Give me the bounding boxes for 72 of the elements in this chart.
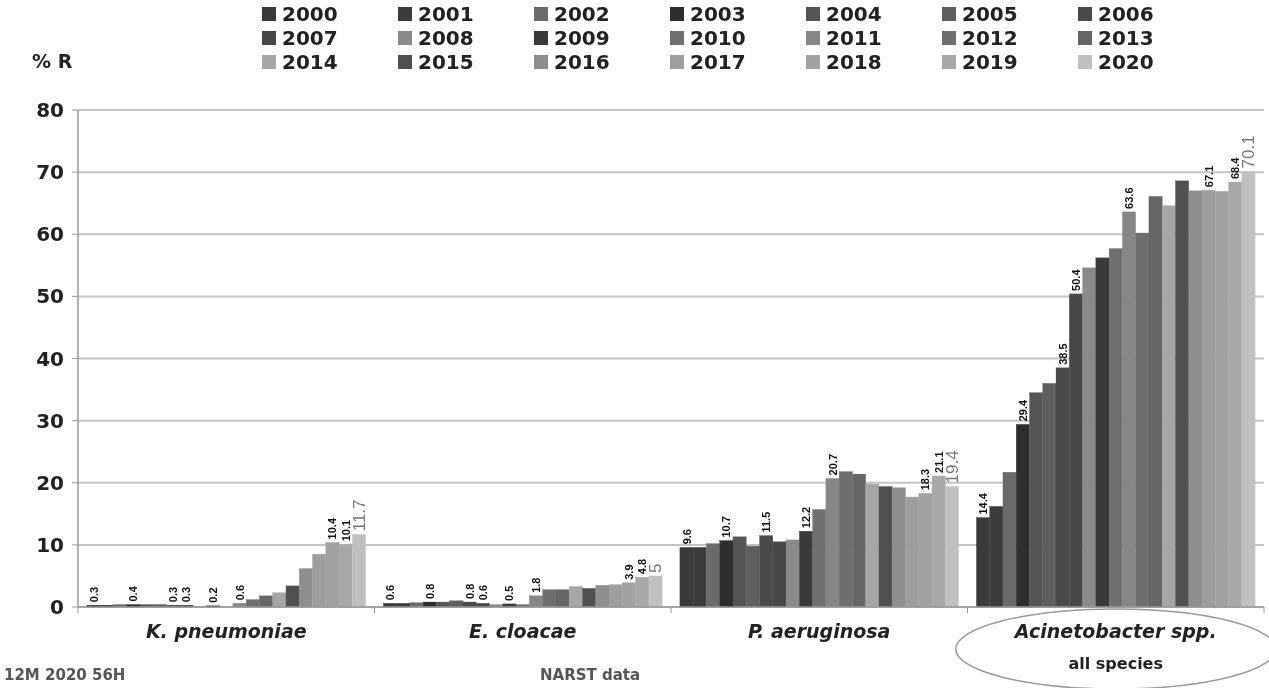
- legend-label: 2016: [554, 50, 610, 75]
- y-tick-label: 30: [36, 408, 64, 433]
- legend-label: 2015: [418, 50, 474, 75]
- data-label: 4.8: [636, 558, 649, 575]
- y-tick-label: 50: [36, 284, 64, 309]
- x-tick-label: Acinetobacter spp.: [1012, 620, 1217, 642]
- text: all species: [1068, 654, 1164, 673]
- data-label: 50.4: [1069, 268, 1082, 291]
- legend-label: 2017: [690, 50, 746, 75]
- data-label: 0.6: [384, 584, 397, 601]
- data-label: 14.4: [977, 492, 990, 515]
- data-label: 9.6: [680, 529, 693, 545]
- data-label: 63.6: [1123, 187, 1136, 209]
- legend-label: 2020: [1098, 50, 1154, 75]
- data-label: 10.4: [326, 517, 339, 540]
- x-tick-label: K. pneumoniae: [145, 620, 307, 642]
- data-label: 0.6: [233, 584, 246, 601]
- y-tick-label: 40: [36, 346, 64, 371]
- data-label: 18.3: [919, 468, 932, 491]
- legend-label: 2001: [418, 2, 474, 27]
- legend-label: 2008: [418, 26, 474, 51]
- data-label: 0.3: [180, 586, 193, 603]
- legend-label: 2010: [690, 26, 746, 51]
- legend-label: 2013: [1098, 26, 1154, 51]
- legend-label: 2005: [962, 2, 1018, 27]
- data-label: 0.8: [423, 583, 436, 600]
- data-label: 67.1: [1202, 165, 1215, 188]
- legend-label: 2006: [1098, 2, 1154, 27]
- data-label: 1.8: [530, 577, 543, 593]
- data-label: 70.1: [1239, 135, 1259, 169]
- legend-label: 2003: [690, 2, 746, 27]
- legend-label: 2012: [962, 26, 1018, 51]
- legend-label: 2004: [826, 2, 882, 27]
- legend-label: 2014: [282, 50, 338, 75]
- data-label: 29.4: [1016, 399, 1029, 422]
- data-label: 0.6: [476, 584, 489, 601]
- data-label: 11.5: [760, 511, 773, 533]
- data-label: 0.5: [503, 585, 516, 601]
- y-axis-title: % R: [32, 50, 73, 72]
- data-label: 19.4: [942, 450, 962, 484]
- data-label: 0.3: [167, 586, 180, 603]
- data-label: 0.8: [463, 583, 476, 600]
- legend-label: 2000: [282, 2, 338, 27]
- data-label: 10.1: [339, 519, 352, 542]
- legend-label: 2019: [962, 50, 1018, 75]
- y-tick-label: 20: [36, 470, 64, 495]
- text: 12M 2020 56H: [4, 666, 126, 684]
- data-label: 12.2: [799, 506, 812, 529]
- legend-label: 2002: [554, 2, 610, 27]
- y-tick-label: 80: [36, 98, 64, 122]
- x-tick-label: E. cloacae: [469, 620, 577, 642]
- y-tick-label: 10: [36, 532, 64, 557]
- legend-label: 2018: [826, 50, 882, 75]
- data-label: 0.3: [87, 586, 100, 603]
- text: NARST data: [540, 666, 641, 684]
- x-tick-label: P. aeruginosa: [748, 620, 891, 642]
- data-label: 5: [646, 563, 666, 573]
- data-label: 38.5: [1056, 343, 1069, 365]
- data-label: 11.7: [349, 499, 369, 532]
- legend-label: 2007: [282, 26, 338, 51]
- data-label: 0.2: [206, 587, 219, 603]
- y-tick-label: 0: [50, 595, 64, 619]
- legend-label: 2011: [826, 26, 882, 51]
- data-label: 68.4: [1229, 156, 1242, 180]
- data-label: 3.9: [622, 564, 635, 580]
- y-tick-label: 60: [36, 222, 64, 247]
- data-label: 21.1: [932, 451, 945, 473]
- y-tick-label: 70: [36, 160, 64, 185]
- legend-label: 2009: [554, 26, 610, 51]
- data-label: 0.4: [127, 585, 140, 602]
- data-label: 20.7: [826, 453, 839, 476]
- data-label: 10.7: [720, 516, 733, 538]
